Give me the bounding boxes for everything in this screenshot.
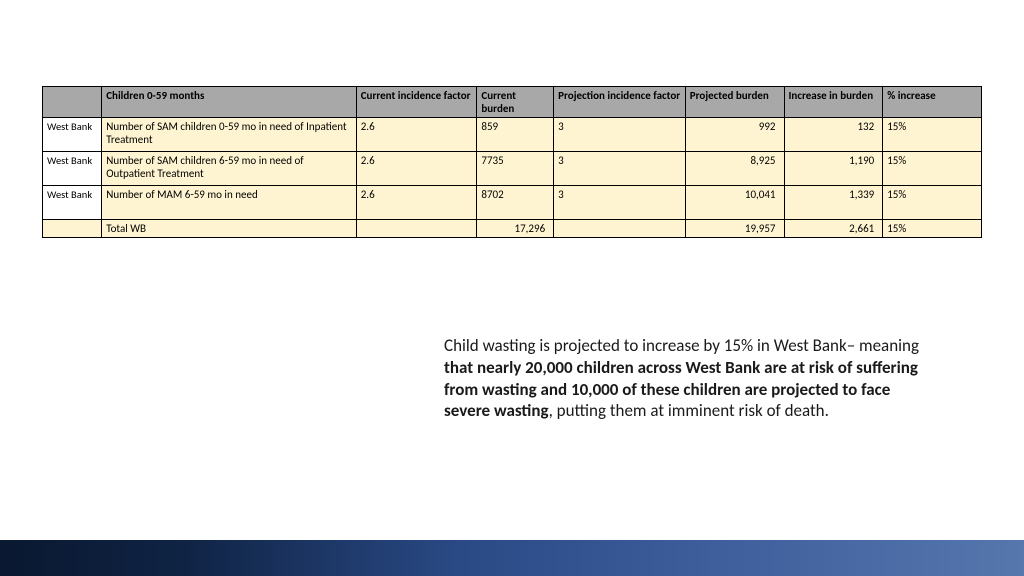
wasting-table: Children 0-59 months Current incidence f…: [42, 86, 982, 238]
col-cif-header: Current incidence factor: [356, 87, 477, 118]
cell-inc: 2,661: [784, 220, 883, 238]
cell-cb: 17,296: [477, 220, 554, 238]
cell-pif: [554, 220, 686, 238]
table-row: West Bank Number of MAM 6-59 mo in need …: [43, 186, 982, 220]
col-cb-header: Current burden: [477, 87, 554, 118]
cell-inc: 132: [784, 118, 883, 152]
table-row: West Bank Number of SAM children 6-59 mo…: [43, 152, 982, 186]
cell-cif: 2.6: [356, 186, 477, 220]
cell-inc: 1,339: [784, 186, 883, 220]
cell-cif: [356, 220, 477, 238]
cell-pb: 992: [685, 118, 784, 152]
cell-region: [43, 220, 102, 238]
summary-part1: Child wasting is projected to increase b…: [444, 335, 919, 356]
data-table-container: Children 0-59 months Current incidence f…: [42, 86, 982, 238]
summary-part2: , putting them at imminent risk of death…: [549, 400, 829, 421]
col-inc-header: Increase in burden: [784, 87, 883, 118]
cell-pif: 3: [554, 152, 686, 186]
cell-pb: 8,925: [685, 152, 784, 186]
cell-pct: 15%: [883, 220, 982, 238]
col-pct-header: % increase: [883, 87, 982, 118]
cell-cif: 2.6: [356, 152, 477, 186]
cell-pb: 19,957: [685, 220, 784, 238]
table-header-row: Children 0-59 months Current incidence f…: [43, 87, 982, 118]
cell-cb: 7735: [477, 152, 554, 186]
cell-cb: 859: [477, 118, 554, 152]
cell-desc: Number of SAM children 0-59 mo in need o…: [102, 118, 356, 152]
summary-paragraph: Child wasting is projected to increase b…: [444, 335, 940, 422]
cell-cb: 8702: [477, 186, 554, 220]
cell-pct: 15%: [883, 152, 982, 186]
col-pb-header: Projected burden: [685, 87, 784, 118]
cell-region: West Bank: [43, 186, 102, 220]
cell-desc: Number of MAM 6-59 mo in need: [102, 186, 356, 220]
cell-cif: 2.6: [356, 118, 477, 152]
col-desc-header: Children 0-59 months: [102, 87, 356, 118]
cell-pif: 3: [554, 118, 686, 152]
cell-pct: 15%: [883, 118, 982, 152]
cell-pif: 3: [554, 186, 686, 220]
table-body: West Bank Number of SAM children 0-59 mo…: [43, 118, 982, 238]
col-region-header: [43, 87, 102, 118]
cell-desc: Total WB: [102, 220, 356, 238]
footer-gradient-bar: [0, 540, 1024, 576]
cell-inc: 1,190: [784, 152, 883, 186]
cell-desc: Number of SAM children 6-59 mo in need o…: [102, 152, 356, 186]
table-total-row: Total WB 17,296 19,957 2,661 15%: [43, 220, 982, 238]
cell-pct: 15%: [883, 186, 982, 220]
col-pif-header: Projection incidence factor: [554, 87, 686, 118]
cell-region: West Bank: [43, 118, 102, 152]
cell-pb: 10,041: [685, 186, 784, 220]
cell-region: West Bank: [43, 152, 102, 186]
table-row: West Bank Number of SAM children 0-59 mo…: [43, 118, 982, 152]
